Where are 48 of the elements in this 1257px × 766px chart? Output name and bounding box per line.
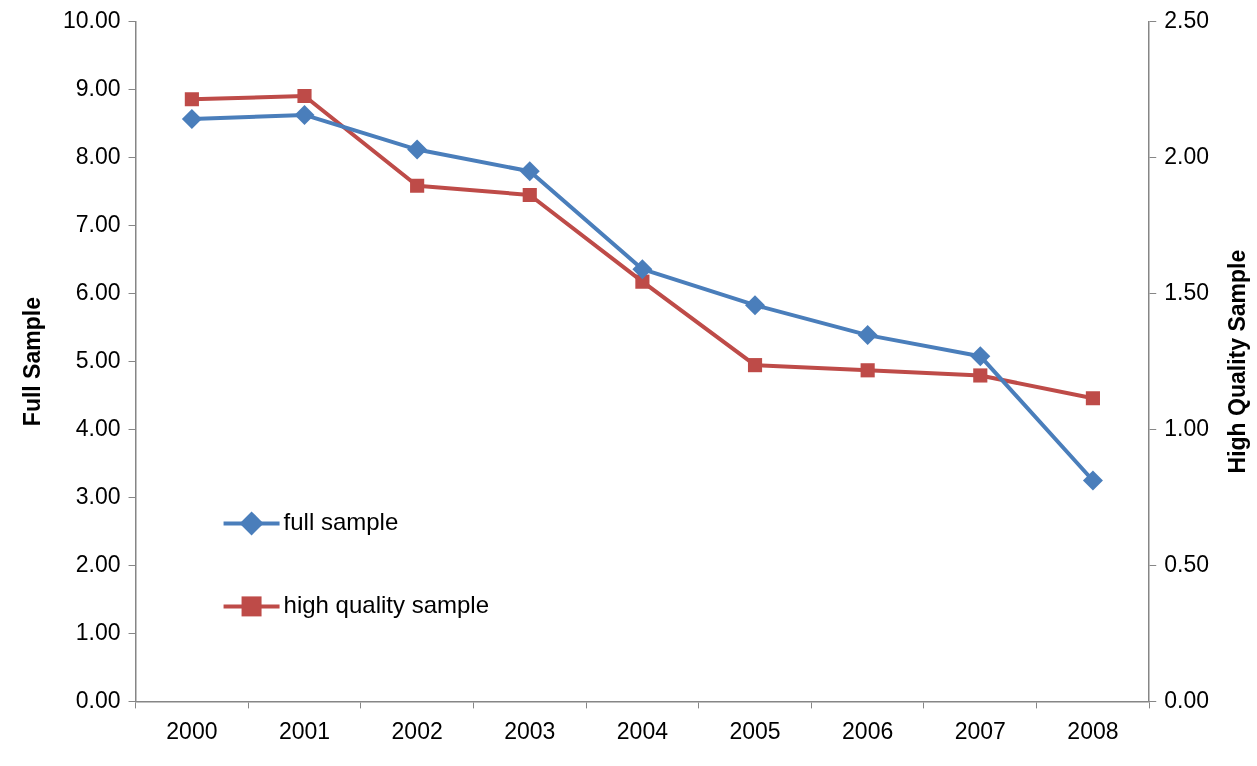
- point: [745, 295, 766, 316]
- point: [1085, 391, 1100, 406]
- y-tick-label: 10.00: [62, 7, 121, 34]
- y2-tick-label: 0.00: [1164, 686, 1209, 713]
- x-tick-label: 2001: [278, 717, 331, 744]
- x-tick-label: 2004: [616, 717, 669, 744]
- point: [970, 346, 991, 367]
- point: [1082, 470, 1103, 491]
- y-tick-label: 1.00: [75, 618, 121, 645]
- y2-tick-label: 2.50: [1164, 7, 1209, 34]
- point: [747, 358, 763, 373]
- y-axis-title: Full Sample: [19, 297, 46, 427]
- point: [632, 259, 653, 280]
- x-tick-label: 2002: [391, 717, 443, 744]
- y-tick-label: 3.00: [75, 482, 121, 509]
- y-tick-label: 8.00: [75, 143, 121, 170]
- x-tick-label: 2005: [729, 717, 781, 744]
- y-tick-label: 4.00: [75, 414, 121, 441]
- y-tick-label: 6.00: [75, 278, 121, 305]
- legend-label: high quality sample: [283, 591, 490, 619]
- x-tick-label: 2000: [166, 717, 218, 744]
- y-tick-label: 5.00: [75, 346, 121, 373]
- point: [181, 108, 202, 129]
- legend-label: full sample: [283, 508, 399, 536]
- y-tick-label: 2.00: [75, 550, 121, 577]
- point: [860, 363, 875, 378]
- point: [857, 325, 878, 346]
- x-tick-label: 2007: [954, 717, 1006, 744]
- y-tick-label: 0.00: [75, 686, 121, 713]
- point: [297, 88, 312, 104]
- y2-tick-label: 0.50: [1164, 550, 1209, 577]
- x-tick-label: 2006: [842, 717, 894, 744]
- y-tick-label: 9.00: [75, 75, 121, 102]
- x-tick-label: 2008: [1067, 717, 1119, 744]
- point: [294, 104, 315, 125]
- point: [635, 274, 650, 289]
- y2-tick-label: 1.50: [1164, 278, 1209, 305]
- y2-tick-label: 1.00: [1164, 414, 1209, 441]
- point: [973, 368, 988, 383]
- y-tick-label: 7.00: [75, 211, 121, 238]
- y2-tick-label: 2.00: [1164, 143, 1209, 170]
- point: [519, 161, 540, 182]
- point: [407, 139, 428, 160]
- point: [184, 92, 199, 107]
- point: [410, 178, 425, 193]
- x-tick-label: 2003: [504, 717, 556, 744]
- y2-axis-title: High Quality Sample: [1224, 249, 1251, 474]
- point: [522, 187, 537, 203]
